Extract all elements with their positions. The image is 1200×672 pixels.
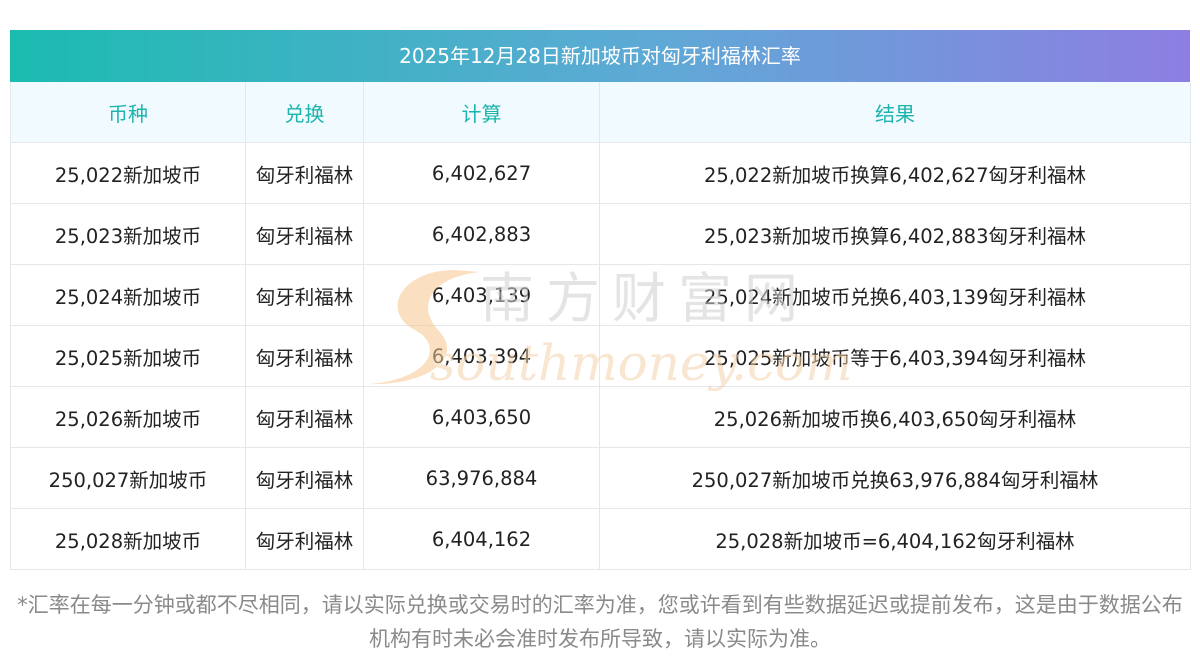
table-row: 25,028新加坡币 匈牙利福林 6,404,162 25,028新加坡币=6,… bbox=[10, 508, 1191, 570]
cell-target: 匈牙利福林 bbox=[245, 508, 364, 570]
header-result: 结果 bbox=[599, 82, 1191, 143]
cell-result: 25,028新加坡币=6,404,162匈牙利福林 bbox=[599, 508, 1191, 570]
table-row: 25,022新加坡币 匈牙利福林 6,402,627 25,022新加坡币换算6… bbox=[10, 142, 1191, 204]
cell-currency: 25,025新加坡币 bbox=[10, 325, 246, 387]
cell-target: 匈牙利福林 bbox=[245, 142, 364, 204]
table-row: 25,023新加坡币 匈牙利福林 6,402,883 25,023新加坡币换算6… bbox=[10, 203, 1191, 265]
cell-result: 25,022新加坡币换算6,402,627匈牙利福林 bbox=[599, 142, 1191, 204]
cell-target: 匈牙利福林 bbox=[245, 264, 364, 326]
cell-currency: 250,027新加坡币 bbox=[10, 447, 246, 509]
cell-currency: 25,023新加坡币 bbox=[10, 203, 246, 265]
exchange-rate-table: 币种 兑换 计算 结果 25,022新加坡币 匈牙利福林 6,402,627 2… bbox=[10, 82, 1191, 570]
cell-amount: 6,403,650 bbox=[363, 386, 600, 448]
table-row: 25,025新加坡币 匈牙利福林 6,403,394 25,025新加坡币等于6… bbox=[10, 325, 1191, 387]
table-row: 250,027新加坡币 匈牙利福林 63,976,884 250,027新加坡币… bbox=[10, 447, 1191, 509]
cell-target: 匈牙利福林 bbox=[245, 447, 364, 509]
cell-result: 25,025新加坡币等于6,403,394匈牙利福林 bbox=[599, 325, 1191, 387]
header-currency: 币种 bbox=[10, 82, 246, 143]
header-exchange: 兑换 bbox=[245, 82, 364, 143]
table-row: 25,024新加坡币 匈牙利福林 6,403,139 25,024新加坡币兑换6… bbox=[10, 264, 1191, 326]
cell-currency: 25,028新加坡币 bbox=[10, 508, 246, 570]
cell-result: 25,026新加坡币换6,403,650匈牙利福林 bbox=[599, 386, 1191, 448]
cell-result: 25,023新加坡币换算6,402,883匈牙利福林 bbox=[599, 203, 1191, 265]
rate-table-container: 2025年12月28日新加坡币对匈牙利福林汇率 币种 兑换 计算 结果 25,0… bbox=[10, 30, 1191, 570]
cell-amount: 6,403,394 bbox=[363, 325, 600, 387]
cell-currency: 25,026新加坡币 bbox=[10, 386, 246, 448]
cell-amount: 6,402,627 bbox=[363, 142, 600, 204]
cell-currency: 25,024新加坡币 bbox=[10, 264, 246, 326]
cell-target: 匈牙利福林 bbox=[245, 203, 364, 265]
cell-amount: 6,402,883 bbox=[363, 203, 600, 265]
header-calculation: 计算 bbox=[363, 82, 600, 143]
cell-amount: 63,976,884 bbox=[363, 447, 600, 509]
header-row: 币种 兑换 计算 结果 bbox=[10, 82, 1191, 143]
cell-result: 250,027新加坡币兑换63,976,884匈牙利福林 bbox=[599, 447, 1191, 509]
table-row: 25,026新加坡币 匈牙利福林 6,403,650 25,026新加坡币换6,… bbox=[10, 386, 1191, 448]
cell-amount: 6,404,162 bbox=[363, 508, 600, 570]
cell-target: 匈牙利福林 bbox=[245, 325, 364, 387]
cell-target: 匈牙利福林 bbox=[245, 386, 364, 448]
cell-result: 25,024新加坡币兑换6,403,139匈牙利福林 bbox=[599, 264, 1191, 326]
cell-currency: 25,022新加坡币 bbox=[10, 142, 246, 204]
cell-amount: 6,403,139 bbox=[363, 264, 600, 326]
disclaimer-note: *汇率在每一分钟或都不尽相同，请以实际兑换或交易时的汇率为准，您或许看到有些数据… bbox=[17, 593, 1183, 651]
table-title: 2025年12月28日新加坡币对匈牙利福林汇率 bbox=[10, 30, 1190, 82]
